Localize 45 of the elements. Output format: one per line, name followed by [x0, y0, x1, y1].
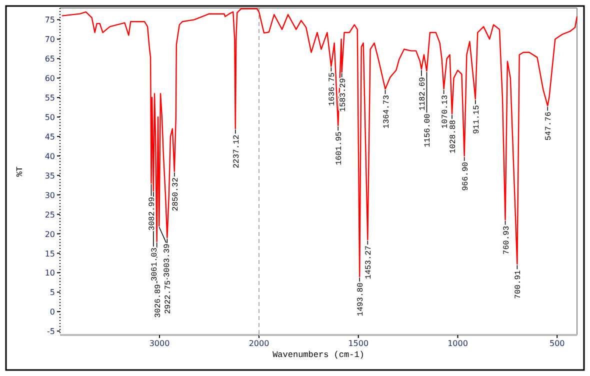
annotation: 1364.73: [382, 94, 392, 129]
annotation: 1156.00: [424, 113, 433, 148]
y-tick-label: 25: [44, 210, 55, 220]
annotation: 1182.69: [418, 76, 428, 111]
y-tick-label: 40: [44, 152, 55, 161]
annotation: 760.93: [502, 226, 512, 255]
y-tick-label: 35: [44, 171, 55, 180]
annotation: 1453.27: [364, 245, 374, 280]
y-axis-title: %T: [15, 166, 25, 177]
x-tick-label: 1500: [348, 339, 369, 348]
y-tick-label: 60: [44, 74, 55, 84]
y-tick-label: 75: [44, 16, 55, 25]
x-tick-label: 2000: [248, 339, 270, 348]
x-axis-title: Wavenumbers (cm-1): [272, 350, 364, 360]
annotation: 3061.03: [150, 247, 160, 282]
y-tick-label: 15: [44, 249, 55, 258]
annotation: 1583.29: [338, 78, 348, 112]
annotation: 2850.32: [171, 177, 180, 212]
annotation: 2922.75: [164, 280, 174, 314]
annotation: 1070.13: [440, 94, 450, 129]
x-tick-label: 1000: [448, 339, 468, 348]
x-tick-label: 500: [549, 339, 565, 348]
annotation: 1493.80: [356, 282, 366, 316]
y-tick-label: 70: [44, 35, 55, 44]
y-tick-label: 30: [44, 190, 55, 200]
y-tick-label: 20: [44, 230, 55, 239]
annotation: 1636.75: [328, 72, 338, 106]
annotation: 700.91: [514, 270, 524, 299]
y-tick-label: 10: [44, 268, 55, 278]
y-tick-label: 65: [44, 54, 55, 64]
y-tick-label: 45: [44, 132, 55, 142]
y-tick-label: 5: [50, 288, 55, 298]
y-tick-label: -5: [47, 327, 55, 336]
annotation: 547.76: [544, 112, 554, 141]
annotation: 966.90: [461, 162, 470, 191]
annotation: 1601.95: [335, 131, 344, 166]
annotation: 911.15: [472, 104, 482, 134]
annotation: 2237.12: [232, 134, 242, 168]
annotation: 3026.89: [154, 284, 163, 318]
y-tick-label: 55: [44, 94, 55, 103]
y-tick-label: 0: [50, 308, 55, 317]
y-tick-label: 50: [44, 113, 55, 122]
annotation: 3003.39: [163, 243, 172, 278]
annotation: 1028.88: [449, 120, 458, 154]
x-tick-label: 3000: [149, 339, 170, 348]
